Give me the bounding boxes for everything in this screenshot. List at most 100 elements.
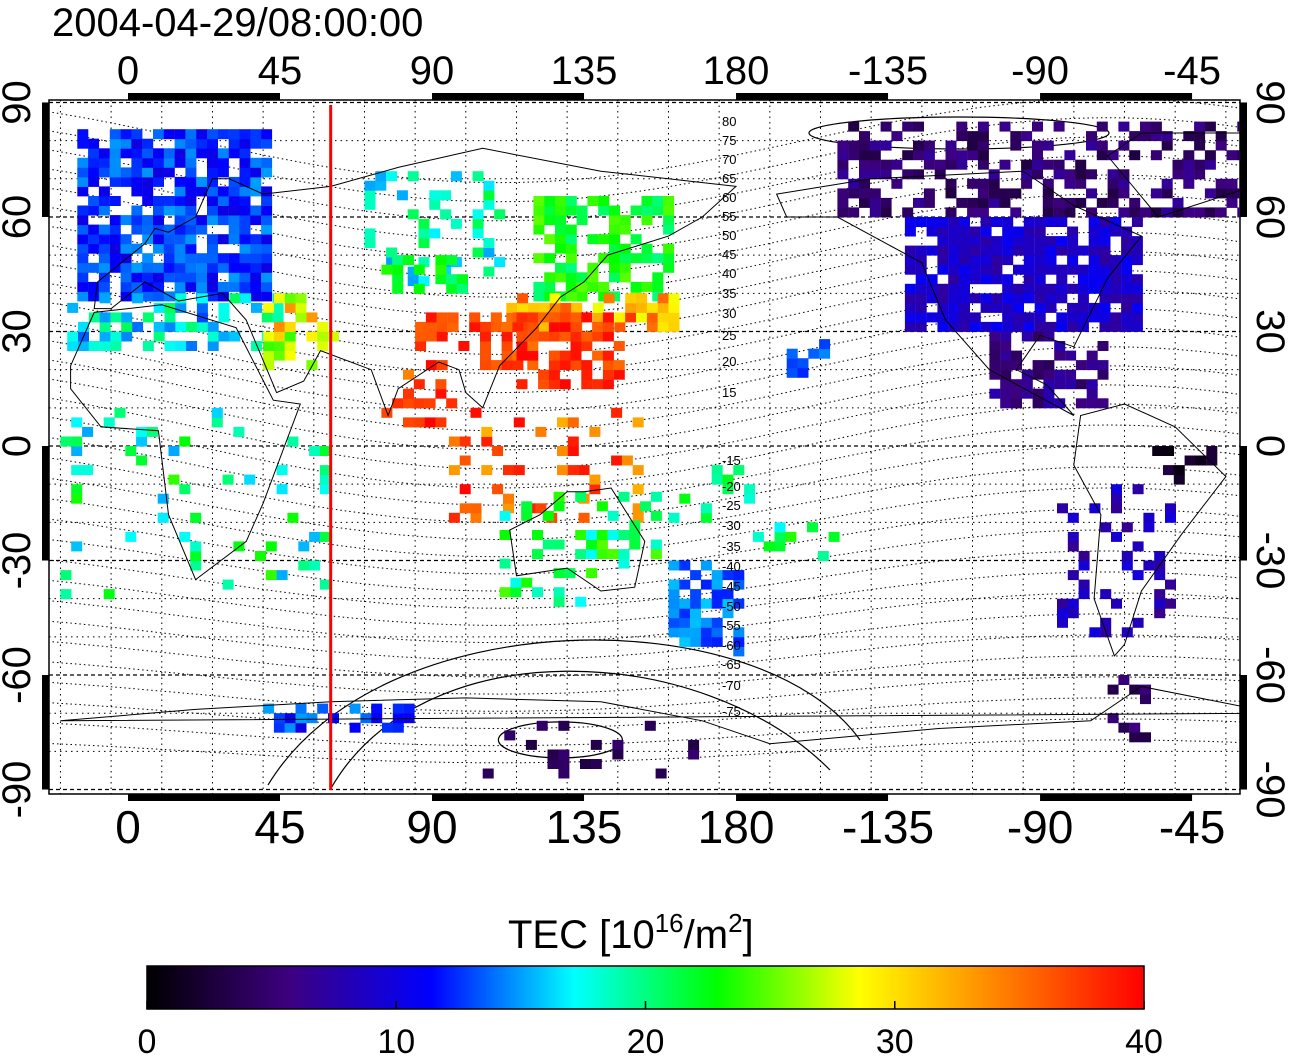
tec-cell — [977, 131, 989, 142]
tec-cell — [103, 589, 115, 600]
tec-cell — [679, 617, 691, 628]
tec-cell — [1206, 446, 1218, 456]
tec-cell — [1150, 188, 1162, 199]
tec-cell — [459, 484, 471, 495]
tec-cell — [261, 312, 273, 323]
tec-cell — [483, 199, 495, 210]
tec-cell — [217, 205, 229, 216]
frame-bar — [736, 794, 889, 801]
tec-cell — [1045, 293, 1057, 304]
tec-cell — [1034, 321, 1046, 332]
tec-cell — [700, 598, 712, 609]
tec-cell — [480, 321, 491, 332]
tec-cell — [915, 293, 927, 304]
tec-cell — [1107, 188, 1119, 199]
tec-cell — [913, 140, 924, 151]
tec-cell — [207, 167, 218, 178]
tec-cell — [618, 549, 630, 560]
tec-cell — [261, 243, 273, 254]
tec-cell — [1023, 226, 1035, 237]
tec-cell — [565, 196, 577, 206]
tec-cell — [207, 129, 218, 140]
tec-cell — [948, 226, 960, 237]
tec-cell — [1194, 207, 1206, 218]
contour-line — [49, 550, 1240, 609]
tec-cell — [587, 281, 599, 292]
tec-cell — [586, 539, 598, 550]
tec-cell — [544, 205, 556, 216]
tec-cell — [175, 341, 187, 351]
tec-cell — [239, 215, 251, 226]
tec-cell — [535, 426, 547, 437]
map-title: 2004-04-29/08:00:00 — [52, 1, 423, 45]
tec-cell — [88, 176, 100, 187]
tec-cell — [77, 215, 89, 226]
tec-cell — [980, 321, 992, 332]
tec-cell — [688, 739, 700, 750]
tec-cell — [570, 312, 582, 323]
tec-cell — [120, 215, 132, 226]
tec-cell — [1121, 255, 1133, 266]
contour-label: -15 — [722, 453, 741, 468]
contour-label: -65 — [722, 657, 741, 672]
lat-tick-label-right: 30 — [1248, 309, 1292, 354]
tec-cell — [559, 331, 571, 342]
contour-label: -45 — [722, 579, 741, 594]
tec-cell — [131, 167, 143, 178]
tec-cell — [153, 321, 165, 332]
tec-cell — [650, 491, 662, 502]
tec-cell — [228, 176, 240, 187]
tec-cell — [1067, 302, 1079, 313]
tec-cell — [448, 436, 460, 447]
tec-cell — [1078, 589, 1090, 600]
frame-bar — [1040, 93, 1193, 100]
tec-cell — [989, 350, 1001, 361]
tec-cell — [904, 264, 916, 275]
tec-cell — [557, 465, 568, 476]
tec-cell — [711, 570, 723, 581]
tec-cell — [185, 148, 197, 159]
tec-cell — [902, 150, 914, 161]
tec-cell — [848, 178, 860, 189]
tec-cell — [744, 493, 756, 504]
tec-cell — [142, 253, 154, 264]
tec-cell — [157, 512, 169, 523]
tec-cell — [392, 283, 404, 294]
tec-cell — [926, 312, 938, 323]
tec-cell — [179, 484, 191, 495]
tec-cell — [494, 257, 506, 268]
frame-bar — [1040, 794, 1193, 801]
tec-cell — [1140, 732, 1151, 743]
tec-cell — [480, 331, 491, 342]
tec-cell — [611, 455, 623, 466]
tec-cell — [1107, 713, 1119, 724]
tec-cell — [1043, 369, 1055, 380]
tec-cell — [956, 121, 968, 132]
tec-cell — [228, 234, 240, 245]
tec-cell — [690, 636, 702, 647]
tec-cell — [592, 379, 604, 390]
tec-cell — [1034, 283, 1046, 294]
tec-cell — [415, 341, 427, 351]
tec-cell — [1034, 226, 1046, 237]
tec-cell — [528, 302, 539, 313]
tec-cell — [937, 236, 949, 247]
tec-cell — [533, 205, 545, 216]
tec-cell — [533, 281, 545, 292]
tec-cell — [1032, 388, 1044, 399]
tec-cell — [1021, 131, 1033, 142]
tec-cell — [98, 243, 110, 254]
tec-cell — [196, 186, 208, 197]
tec-cell — [153, 157, 164, 168]
tec-cell — [88, 262, 100, 273]
tec-cell — [859, 140, 870, 151]
tec-cell — [592, 312, 604, 323]
tec-cell — [153, 272, 164, 283]
colorbar-tick-label: 30 — [876, 1023, 914, 1057]
tec-cell — [77, 129, 89, 140]
tec-cell — [503, 503, 514, 514]
tec-cell — [88, 157, 100, 168]
tec-cell — [904, 302, 916, 313]
tec-cell — [819, 339, 831, 350]
